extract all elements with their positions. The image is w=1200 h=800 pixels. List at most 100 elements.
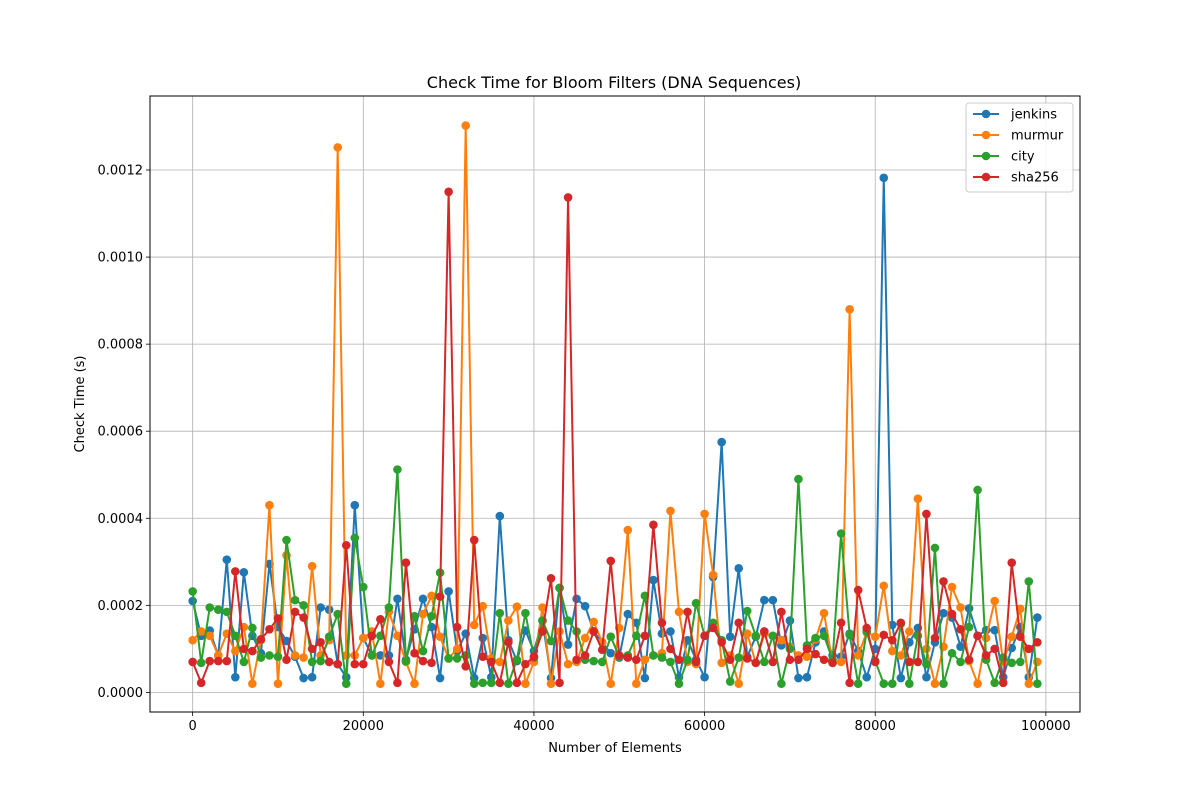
data-point-sha256 [717, 638, 726, 647]
data-point-jenkins [956, 642, 965, 651]
data-point-sha256 [649, 520, 658, 530]
data-point-murmur [290, 651, 300, 660]
data-point-sha256 [486, 657, 496, 667]
data-point-sha256 [196, 678, 206, 688]
data-point-jenkins [922, 672, 931, 682]
data-point-sha256 [666, 644, 675, 654]
data-point-sha256 [981, 651, 991, 660]
data-point-jenkins [879, 173, 889, 183]
data-point-murmur [231, 646, 240, 656]
y-tick-label: 0.0006 [98, 425, 144, 440]
data-point-city [768, 631, 778, 641]
data-point-sha256 [623, 653, 633, 662]
data-point-city [359, 582, 368, 592]
data-point-sha256 [1007, 558, 1017, 567]
data-point-city [725, 677, 735, 686]
data-point-city [188, 587, 197, 596]
data-point-sha256 [751, 658, 761, 668]
data-point-city [589, 656, 598, 666]
data-point-city [947, 648, 957, 658]
data-point-jenkins [316, 603, 325, 612]
data-point-sha256 [461, 661, 470, 671]
data-point-murmur [905, 627, 914, 636]
legend-swatch-marker [981, 109, 991, 119]
data-point-sha256 [324, 657, 334, 667]
data-point-city [990, 678, 999, 688]
data-point-city [222, 607, 232, 617]
data-point-jenkins [478, 633, 488, 643]
legend-swatch-marker [981, 130, 991, 140]
data-point-sha256 [452, 622, 462, 632]
data-point-city [879, 679, 889, 689]
data-point-jenkins [734, 564, 744, 573]
data-point-city [1007, 658, 1017, 668]
x-tick-label: 20000 [343, 719, 384, 734]
data-point-murmur [248, 679, 257, 689]
data-point-sha256 [614, 651, 624, 660]
data-point-sha256 [887, 635, 897, 645]
data-point-sha256 [998, 678, 1008, 688]
data-point-murmur [205, 631, 215, 641]
data-point-jenkins [606, 648, 616, 658]
data-point-murmur [546, 679, 556, 689]
data-point-jenkins [649, 575, 658, 585]
data-point-jenkins [862, 672, 871, 682]
data-point-city [1024, 577, 1034, 586]
data-point-city [930, 543, 940, 553]
data-point-city [427, 611, 436, 621]
data-point-murmur [563, 659, 573, 669]
data-point-city [973, 485, 982, 495]
data-point-sha256 [512, 678, 522, 688]
data-point-city [333, 609, 343, 619]
data-point-sha256 [376, 614, 385, 624]
data-point-murmur [359, 633, 368, 643]
data-point-city [751, 631, 761, 641]
data-point-sha256 [700, 631, 709, 641]
data-point-city [1015, 657, 1025, 667]
data-point-sha256 [546, 574, 556, 583]
data-point-city [478, 678, 488, 688]
data-point-city [316, 656, 325, 666]
data-point-sha256 [290, 607, 300, 617]
data-point-murmur [777, 635, 786, 645]
data-point-city [256, 653, 266, 662]
data-point-sha256 [845, 678, 854, 688]
data-point-sha256 [307, 644, 317, 654]
data-point-city [964, 622, 974, 632]
data-point-city [299, 601, 308, 610]
data-point-city [649, 651, 658, 660]
data-point-sha256 [367, 631, 377, 641]
legend-swatch-marker [981, 151, 991, 161]
data-point-city [632, 631, 641, 641]
data-point-sha256 [580, 651, 590, 660]
data-point-murmur [307, 561, 317, 571]
y-tick-label: 0.0002 [98, 599, 144, 614]
data-point-sha256 [836, 618, 846, 628]
data-point-city [504, 679, 513, 689]
data-point-sha256 [828, 658, 837, 668]
data-point-city [760, 657, 769, 667]
data-point-sha256 [384, 657, 394, 667]
data-point-murmur [299, 653, 308, 662]
data-point-city [777, 679, 786, 689]
x-tick-label: 80000 [855, 719, 896, 734]
data-point-city [265, 651, 274, 660]
data-point-city [956, 657, 965, 667]
data-point-city [657, 653, 667, 662]
data-point-city [486, 678, 496, 688]
plot-area-frame [149, 95, 1081, 713]
data-point-city [282, 535, 291, 545]
data-point-jenkins [785, 616, 795, 625]
data-point-sha256 [597, 645, 607, 655]
data-point-murmur [896, 651, 906, 660]
data-point-sha256 [785, 655, 795, 665]
y-tick-label: 0.0004 [98, 512, 144, 527]
data-point-city [205, 603, 215, 612]
data-point-sha256 [401, 558, 411, 567]
legend-item-murmur: murmur [973, 129, 1064, 144]
data-point-sha256 [734, 618, 744, 628]
data-point-sha256 [299, 613, 308, 622]
data-point-sha256 [632, 655, 641, 665]
data-point-murmur [1007, 632, 1017, 641]
data-point-city [469, 679, 479, 689]
